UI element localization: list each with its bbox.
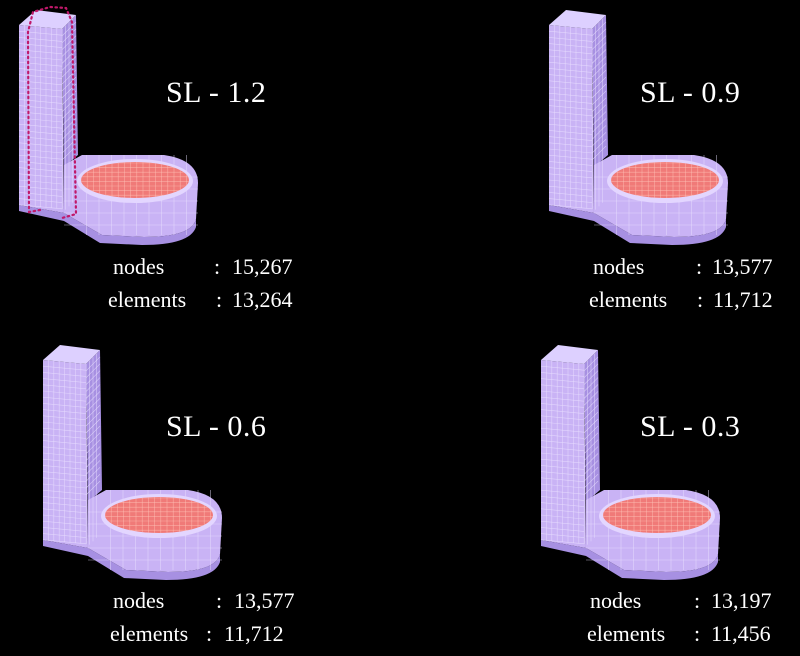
elements-value: 11,712 bbox=[713, 287, 773, 312]
tower-front-face bbox=[19, 25, 64, 213]
elements-colon: : bbox=[697, 287, 704, 312]
tower-top-face bbox=[43, 345, 100, 364]
sl-label: SL - 0.9 bbox=[640, 76, 741, 109]
nodes-row: nodes : 15,267 bbox=[113, 254, 313, 280]
nodes-value: 13,577 bbox=[234, 588, 295, 613]
elements-colon: : bbox=[694, 621, 701, 646]
cap-top bbox=[81, 162, 189, 198]
base-lower-face bbox=[43, 540, 220, 580]
nodes-colon: : bbox=[696, 254, 703, 279]
tower-front-face bbox=[541, 360, 586, 548]
cap-top bbox=[105, 497, 213, 533]
nodes-value: 15,267 bbox=[232, 254, 293, 279]
tower-front-face bbox=[43, 360, 88, 548]
nodes-value: 13,577 bbox=[712, 254, 773, 279]
mesh-model-sl-1-2 bbox=[18, 5, 198, 245]
nodes-colon: : bbox=[216, 588, 223, 613]
dotted-boundary-path bbox=[26, 5, 78, 220]
elements-row: elements : 11,456 bbox=[587, 621, 797, 647]
nodes-row: nodes : 13,577 bbox=[113, 588, 313, 614]
nodes-value: 13,197 bbox=[711, 588, 772, 613]
base-lower-face bbox=[541, 540, 718, 580]
tower-top-face bbox=[19, 10, 76, 29]
cap-top bbox=[611, 162, 719, 198]
mesh-panel-sl-1-2: SL - 1.2 nodes : 15,267 elements : 13,26… bbox=[0, 0, 400, 328]
nodes-row: nodes : 13,577 bbox=[593, 254, 793, 280]
elements-row: elements : 13,264 bbox=[108, 287, 308, 313]
cap-top bbox=[603, 497, 711, 533]
nodes-row: nodes : 13,197 bbox=[590, 588, 800, 614]
elements-row: elements : 11,712 bbox=[589, 287, 789, 313]
nodes-colon: : bbox=[214, 254, 221, 279]
base-lower-face bbox=[19, 205, 196, 245]
mesh-panel-sl-0-9: SL - 0.9 nodes : 13,577 elements : 11,71… bbox=[400, 0, 800, 328]
sl-label: SL - 0.3 bbox=[640, 410, 741, 443]
sl-label: SL - 1.2 bbox=[166, 76, 267, 109]
elements-label: elements bbox=[589, 287, 668, 312]
tower-top-face bbox=[549, 10, 606, 29]
sl-label: SL - 0.6 bbox=[166, 410, 267, 443]
nodes-label: nodes bbox=[113, 254, 165, 279]
elements-row: elements : 11,712 bbox=[110, 621, 310, 647]
mesh-panel-sl-0-3: SL - 0.3 nodes : 13,197 elements : 11,45… bbox=[400, 328, 800, 656]
nodes-label: nodes bbox=[590, 588, 642, 613]
mesh-model-sl-0-9 bbox=[548, 10, 728, 245]
elements-value: 11,456 bbox=[711, 621, 771, 646]
elements-label: elements bbox=[110, 621, 189, 646]
elements-value: 11,712 bbox=[224, 621, 284, 646]
tower-top-face bbox=[541, 345, 598, 364]
mesh-model-sl-0-3 bbox=[540, 345, 720, 580]
base-lower-face bbox=[549, 205, 726, 245]
tower-front-face bbox=[549, 25, 594, 213]
elements-colon: : bbox=[216, 287, 223, 312]
elements-label: elements bbox=[587, 621, 666, 646]
nodes-colon: : bbox=[694, 588, 701, 613]
nodes-label: nodes bbox=[593, 254, 645, 279]
elements-label: elements bbox=[108, 287, 187, 312]
elements-value: 13,264 bbox=[232, 287, 293, 312]
mesh-panel-sl-0-6: SL - 0.6 nodes : 13,577 elements : 11,71… bbox=[0, 328, 400, 656]
mesh-model-sl-0-6 bbox=[42, 345, 222, 580]
nodes-label: nodes bbox=[113, 588, 165, 613]
elements-colon: : bbox=[206, 621, 213, 646]
